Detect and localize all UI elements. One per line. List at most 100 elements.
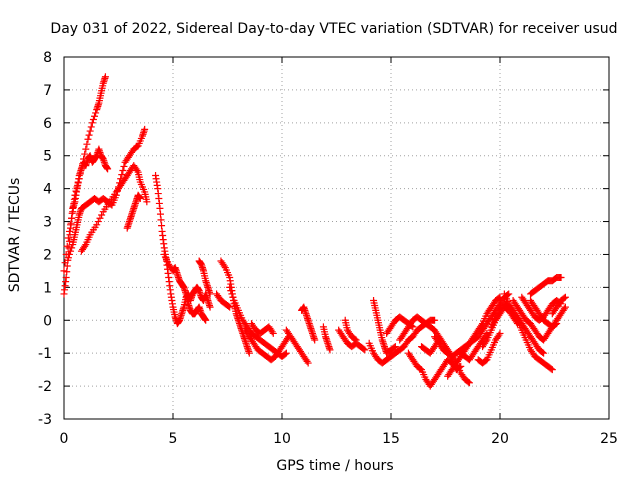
data-point bbox=[391, 343, 399, 351]
data-point bbox=[496, 329, 504, 337]
data-point bbox=[465, 379, 473, 387]
data-point bbox=[83, 140, 91, 148]
data-point bbox=[67, 221, 75, 229]
data-point bbox=[81, 242, 89, 250]
data-point bbox=[89, 116, 97, 124]
data-point bbox=[98, 211, 106, 219]
chart-title: Day 031 of 2022, Sidereal Day-to-day VTE… bbox=[50, 21, 617, 37]
data-point bbox=[81, 150, 89, 158]
data-point bbox=[82, 145, 90, 153]
data-point bbox=[104, 165, 112, 173]
data-point bbox=[75, 175, 83, 183]
data-point bbox=[68, 244, 76, 252]
data-point bbox=[282, 349, 290, 357]
data-point bbox=[495, 294, 503, 302]
data-point bbox=[245, 349, 253, 357]
y-tick-label: 6 bbox=[43, 116, 52, 132]
y-tick-label: 7 bbox=[43, 83, 52, 99]
y-tick-label: 3 bbox=[43, 215, 52, 231]
data-point bbox=[547, 365, 555, 373]
data-point bbox=[67, 247, 75, 255]
data-point bbox=[85, 131, 93, 139]
data-point bbox=[72, 187, 80, 195]
data-point bbox=[71, 191, 79, 199]
data-point bbox=[311, 336, 319, 344]
data-point bbox=[361, 346, 369, 354]
data-point bbox=[119, 167, 127, 175]
data-point bbox=[431, 316, 439, 324]
data-point bbox=[540, 349, 548, 357]
grid bbox=[64, 57, 609, 419]
data-point bbox=[136, 195, 144, 203]
y-tick-label: 4 bbox=[43, 182, 52, 198]
data-point bbox=[304, 359, 312, 367]
x-tick-label: 25 bbox=[600, 431, 618, 447]
data-point bbox=[65, 237, 73, 245]
data-point bbox=[88, 119, 96, 127]
data-point bbox=[390, 343, 398, 351]
y-tick-label: 2 bbox=[43, 247, 52, 263]
x-tick-label: 20 bbox=[491, 431, 509, 447]
data-point bbox=[206, 290, 214, 298]
data-point bbox=[482, 338, 490, 346]
data-point bbox=[202, 316, 210, 324]
data-point bbox=[77, 165, 85, 173]
data-point bbox=[557, 273, 565, 281]
data-point bbox=[553, 320, 561, 328]
data-point bbox=[561, 303, 569, 311]
data-point bbox=[464, 378, 472, 386]
data-point bbox=[64, 234, 72, 242]
data-point bbox=[101, 73, 109, 81]
data-point bbox=[539, 348, 547, 356]
data-point bbox=[269, 329, 277, 337]
data-point bbox=[143, 198, 151, 206]
data-point bbox=[560, 305, 568, 313]
data-point bbox=[68, 214, 76, 222]
data-point bbox=[92, 109, 100, 117]
data-point bbox=[552, 320, 560, 328]
x-axis-label: GPS time / hours bbox=[276, 458, 393, 474]
data-point bbox=[326, 346, 334, 354]
data-point bbox=[65, 227, 73, 235]
data-point bbox=[91, 112, 99, 120]
x-tick-label: 15 bbox=[382, 431, 400, 447]
y-tick-label: 0 bbox=[43, 313, 52, 329]
data-point bbox=[64, 254, 72, 262]
data-point bbox=[228, 290, 236, 298]
data-point bbox=[281, 350, 289, 358]
data-point bbox=[76, 170, 84, 178]
data-point bbox=[61, 259, 69, 267]
data-point bbox=[87, 123, 95, 131]
data-point bbox=[227, 287, 235, 295]
data-point bbox=[94, 218, 102, 226]
y-tick-label: -1 bbox=[38, 346, 52, 362]
y-tick-label: 8 bbox=[43, 50, 52, 66]
data-point bbox=[84, 135, 92, 143]
data-point bbox=[206, 303, 214, 311]
data-point bbox=[226, 303, 234, 311]
data-point bbox=[93, 221, 101, 229]
x-tick-label: 5 bbox=[169, 431, 178, 447]
data-point bbox=[456, 363, 464, 371]
data-point bbox=[63, 242, 71, 250]
data-point bbox=[120, 162, 128, 170]
data-point bbox=[351, 335, 359, 343]
data-point bbox=[73, 183, 81, 191]
data-point bbox=[560, 294, 568, 302]
data-point bbox=[229, 293, 237, 301]
data-point bbox=[352, 336, 360, 344]
plot-frame bbox=[63, 56, 610, 420]
data-point bbox=[65, 250, 73, 258]
data-point bbox=[80, 155, 88, 163]
data-point bbox=[496, 293, 504, 301]
data-point bbox=[60, 267, 68, 275]
data-point bbox=[74, 179, 82, 187]
data-point bbox=[86, 127, 94, 135]
data-point bbox=[118, 171, 126, 179]
y-tick-label: -3 bbox=[38, 412, 52, 428]
data-point bbox=[477, 321, 485, 329]
data-point bbox=[268, 328, 276, 336]
data-point bbox=[133, 167, 141, 175]
axis-tick-labels: 0 5 10 15 20 25 -3 -2 -1 0 1 2 3 4 5 6 7 8 bbox=[38, 50, 618, 447]
